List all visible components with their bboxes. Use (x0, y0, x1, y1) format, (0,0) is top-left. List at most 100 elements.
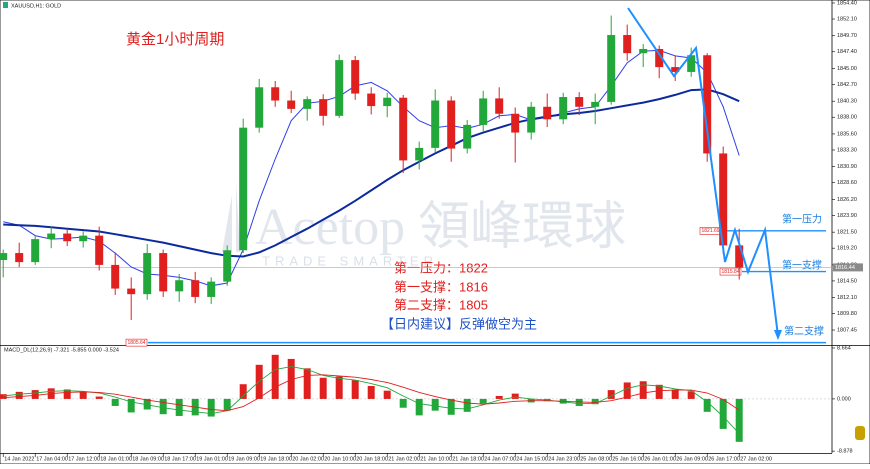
macd-bar (655, 384, 663, 399)
macd-bar (79, 391, 87, 399)
macd-bar (31, 390, 39, 399)
y-tick-label: 1819.20 (837, 246, 857, 252)
note: 第二支撑：1805 (394, 297, 488, 312)
candle-body (63, 233, 72, 242)
x-tick-label: 26 Jan 01:00 (644, 456, 676, 462)
level-name: 第二支撑 (784, 325, 824, 338)
macd-bar (271, 354, 279, 399)
x-tick-label: 19 Jan 18:00 (260, 456, 292, 462)
candle-body (47, 233, 56, 240)
indicator-label: MACD_DL(12,26,9) -7.321 -5.855 0.000 -3.… (4, 347, 119, 353)
x-tick-label: 18 Jan 01:00 (100, 456, 132, 462)
candle-body (239, 127, 248, 251)
candle-body (0, 253, 8, 261)
y-tick-label: 1826.20 (837, 197, 857, 203)
y-tick-label: 1828.60 (837, 180, 857, 186)
candle-body (591, 101, 600, 107)
arrow-head (774, 330, 782, 340)
x-tick-label: 18 Jan 17:00 (164, 456, 196, 462)
note: 第一支撑：1816 (394, 279, 488, 294)
macd-bar (607, 390, 615, 399)
x-tick-label: 27 Jan 02:00 (740, 456, 772, 462)
macd-bar (95, 396, 103, 399)
macd-bar (431, 398, 439, 411)
candle-body (719, 153, 728, 246)
x-tick-label: 24 Jan 23:00 (548, 456, 580, 462)
candle-body (703, 55, 712, 154)
macd-bar (399, 398, 407, 408)
x-tick-label: 25 Jan 16:00 (612, 456, 644, 462)
y-tick-label: 1830.90 (837, 164, 857, 170)
macd-bar (479, 398, 487, 404)
watermark-sub: TRADE SMARTER (262, 253, 438, 268)
candle-body (687, 55, 696, 72)
x-tick-label: 20 Jan 10:00 (324, 456, 356, 462)
macd-bar (0, 394, 7, 399)
x-tick-label: 17 Jan 04:00 (36, 456, 68, 462)
macd-bar (383, 390, 391, 399)
moving-average (3, 88, 740, 258)
indicator-tick-label: 8.664 (837, 345, 851, 351)
candle-body (367, 93, 376, 107)
candle-body (495, 98, 504, 114)
macd-bar (575, 398, 583, 406)
macd-bar (495, 395, 503, 399)
macd-bar (623, 382, 631, 399)
macd-bar (143, 398, 151, 410)
candle-body (79, 235, 88, 242)
macd-line (3, 366, 740, 434)
candle-body (175, 280, 184, 292)
macd-bar (127, 398, 135, 413)
macd-bar (239, 384, 247, 399)
x-tick-label: 14 Jan 2022 (4, 456, 34, 462)
y-tick-label: 1807.45 (837, 327, 857, 333)
level-label: 1815.84 (722, 269, 740, 275)
x-tick-label: 19 Jan 09:00 (228, 456, 260, 462)
candle-body (479, 98, 488, 125)
x-tick-label: 24 Jan 15:00 (516, 456, 548, 462)
macd-bar (687, 391, 695, 399)
y-tick-label: 1842.70 (837, 82, 857, 88)
trend-drawings (627, 7, 865, 440)
chart-title: 黄金1小时周期 (126, 31, 224, 48)
candle-body (655, 48, 664, 68)
candle-body (15, 253, 24, 263)
level-box (719, 267, 742, 276)
y-tick-label: 1840.30 (837, 99, 857, 105)
candle-body (143, 253, 152, 295)
indicator-tick-label: 0.000 (837, 396, 851, 402)
macd-bar (703, 398, 711, 412)
level-label: 1821.69 (702, 228, 720, 234)
candle-body (319, 99, 328, 116)
candle-body (207, 281, 216, 297)
macd-bar (671, 389, 679, 399)
bid-box (833, 263, 863, 272)
zoom-icon[interactable] (855, 426, 865, 440)
macd-bar (463, 398, 471, 412)
bid-label: 1816.44 (835, 265, 855, 271)
x-tick-label: 18 Jan 09:00 (132, 456, 164, 462)
note: 第一压力：1822 (394, 260, 488, 275)
y-tick-label: 1845.00 (837, 66, 857, 72)
y-tick-label: 1821.50 (837, 230, 857, 236)
candle-body (31, 239, 40, 263)
x-tick-label: 25 Jan 08:00 (580, 456, 612, 462)
macd-line (3, 374, 740, 412)
macd-bar (415, 398, 423, 416)
trend-line (627, 7, 779, 337)
symbol: XAUUSD,H1: GOLD (11, 3, 61, 9)
candle-body (159, 253, 168, 292)
macd-bar (319, 377, 327, 399)
macd-bar (735, 398, 743, 442)
macd-bar (367, 385, 375, 399)
x-tick-label: 21 Jan 02:00 (388, 456, 420, 462)
x-tick-label: 20 Jan 02:00 (292, 456, 324, 462)
candle-body (543, 106, 552, 120)
macd-bar (719, 398, 727, 429)
candle-body (127, 288, 136, 295)
candle-body (671, 67, 680, 72)
x-tick-label: 24 Jan 07:00 (484, 456, 516, 462)
candle-body (623, 35, 632, 54)
marks: 1854.40 1852.10 1849.70 1847.40 1845.00 1842.… (0, 0, 863, 462)
